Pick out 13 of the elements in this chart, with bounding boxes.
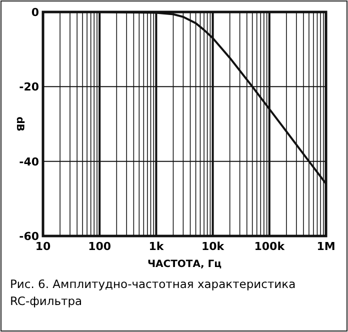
x-axis-title: ЧАСТОТА, Гц <box>147 259 222 270</box>
x-tick-label: 100 <box>88 240 112 253</box>
y-tick-label: -60 <box>19 230 40 243</box>
text: Рис. 6. Амплитудно-частотная характеристика RC-фильтра <box>10 277 296 308</box>
x-tick-label: 10k <box>201 240 225 253</box>
x-tick-label: 10 <box>35 240 51 253</box>
x-tick-label: 100k <box>254 240 286 253</box>
x-tick-label: 1k <box>148 240 164 253</box>
y-tick-label: -20 <box>19 80 40 94</box>
y-axis-title: dB <box>14 116 25 132</box>
x-tick-label: 1M <box>316 240 336 253</box>
y-tick-label: -40 <box>19 155 40 168</box>
y-tick-label: 0 <box>31 6 40 19</box>
